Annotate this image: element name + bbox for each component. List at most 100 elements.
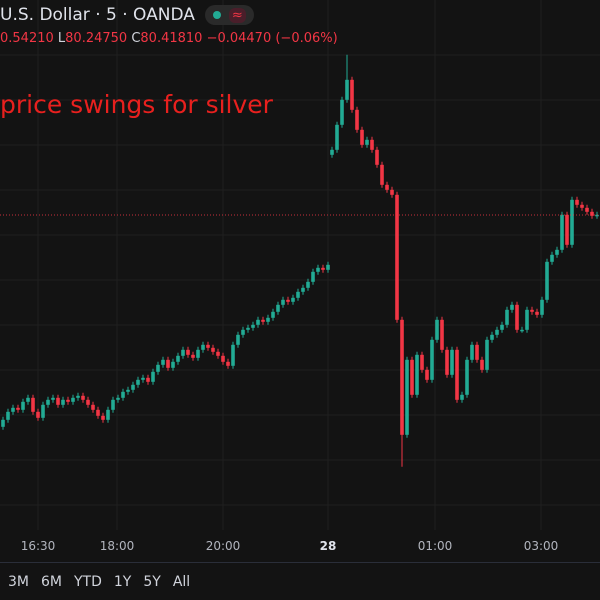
candle-body <box>186 349 190 355</box>
candle-body <box>420 354 424 370</box>
candle-body <box>335 124 339 150</box>
candle-body <box>560 214 564 250</box>
candle-body <box>550 254 554 262</box>
low-label: L <box>57 31 66 46</box>
candle-body <box>470 344 474 360</box>
candle-body <box>580 204 584 208</box>
status-badge[interactable]: ≈ <box>204 5 254 25</box>
candle-body <box>76 395 80 398</box>
candle-body <box>11 407 15 412</box>
candle-body <box>385 184 389 190</box>
candle-body <box>131 384 135 390</box>
candle-body <box>330 149 334 155</box>
candle-body <box>415 354 419 395</box>
candle-body <box>61 399 65 405</box>
candle-body <box>161 359 165 365</box>
candle-body <box>221 355 225 362</box>
candle-body <box>316 267 320 272</box>
candle-body <box>226 361 230 366</box>
ohlc-readout: 0.54210 L80.24750 C80.41810 −0.04470 (−0… <box>0 31 338 46</box>
candle-body <box>101 415 105 420</box>
time-label: 18:00 <box>99 539 135 553</box>
candle-body <box>400 319 404 435</box>
candle-body <box>286 299 290 302</box>
candle-body <box>256 319 260 325</box>
range-all-button[interactable]: All <box>172 574 191 590</box>
time-label: 01:00 <box>417 539 453 553</box>
close-label: C <box>131 31 141 46</box>
candle-body <box>326 264 330 270</box>
candle-body <box>66 399 70 402</box>
candle-body <box>166 359 170 368</box>
range-6m-button[interactable]: 6M <box>41 574 62 590</box>
candle-body <box>196 349 200 358</box>
candle-body <box>46 399 50 405</box>
range-5y-button[interactable]: 5Y <box>143 574 161 590</box>
candle-body <box>16 407 20 410</box>
candle-body <box>490 334 494 340</box>
range-ytd-button[interactable]: YTD <box>74 574 102 590</box>
candle-body <box>430 339 434 380</box>
candle-body <box>281 299 285 305</box>
candle-body <box>585 207 589 212</box>
candlestick-chart[interactable] <box>0 0 600 530</box>
candle-body <box>365 139 369 145</box>
candle-body <box>505 309 509 325</box>
candle-body <box>266 317 270 322</box>
candle-body <box>595 214 599 217</box>
candle-body <box>340 99 344 125</box>
candle-body <box>500 324 504 330</box>
candle-body <box>375 149 379 165</box>
time-label: 28 <box>319 539 337 553</box>
candle-body <box>455 349 459 400</box>
candle-body <box>440 319 444 350</box>
candle-body <box>296 291 300 298</box>
time-label: 16:30 <box>20 539 56 553</box>
candle-body <box>510 304 514 310</box>
range-selector: 3M 6M YTD 1Y 5Y All <box>8 574 190 590</box>
candle-body <box>41 404 45 418</box>
candle-body <box>350 79 354 110</box>
candle-body <box>56 397 60 405</box>
axis-divider <box>0 562 600 563</box>
candle-body <box>51 397 55 400</box>
range-3m-button[interactable]: 3M <box>8 574 29 590</box>
candle-body <box>81 395 85 400</box>
candle-body <box>231 344 235 366</box>
candle-body <box>370 139 374 150</box>
candle-body <box>465 359 469 395</box>
candle-body <box>26 397 30 402</box>
candle-body <box>540 299 544 315</box>
candle-body <box>450 349 454 375</box>
candle-body <box>171 361 175 368</box>
candle-body <box>425 369 429 380</box>
candle-body <box>6 411 10 420</box>
candle-body <box>236 334 240 345</box>
candle-body <box>570 199 574 245</box>
time-label: 03:00 <box>523 539 559 553</box>
candle-body <box>21 401 25 410</box>
candle-body <box>86 399 90 405</box>
candle-body <box>590 211 594 216</box>
green-dot-icon <box>212 11 221 19</box>
candle-body <box>485 339 489 370</box>
candle-body <box>91 404 95 410</box>
candle-body <box>191 354 195 358</box>
candle-body <box>71 397 75 402</box>
time-label: 20:00 <box>205 539 241 553</box>
candle-body <box>116 397 120 400</box>
candle-body <box>176 355 180 362</box>
candle-body <box>1 419 5 427</box>
candle-body <box>475 344 479 360</box>
candle-body <box>575 199 579 205</box>
candle-body <box>181 349 185 356</box>
close-value: 80.41810 <box>140 31 203 46</box>
candle-body <box>276 304 280 312</box>
candle-body <box>565 214 569 245</box>
low-value: 80.24750 <box>65 31 128 46</box>
candle-body <box>151 371 155 382</box>
range-1y-button[interactable]: 1Y <box>113 574 132 590</box>
candle-body <box>141 377 145 380</box>
symbol-title[interactable]: U.S. Dollar · 5 · OANDA <box>0 5 195 25</box>
candle-body <box>301 287 305 292</box>
